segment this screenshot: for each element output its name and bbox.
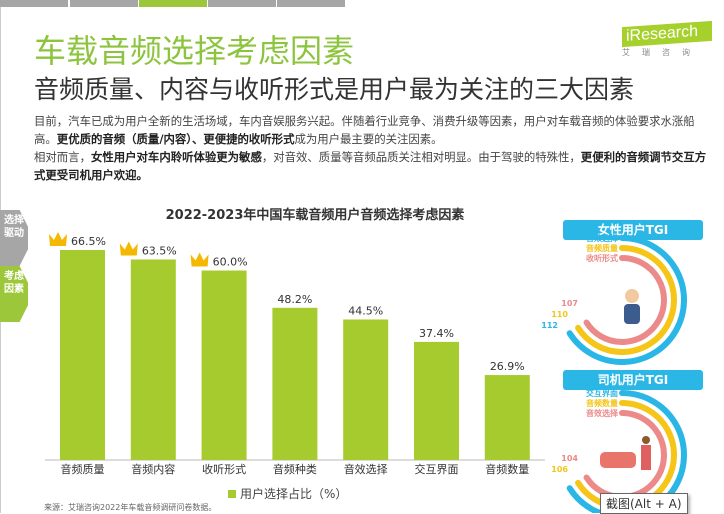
page-title: 车载音频选择考虑因素	[34, 32, 355, 70]
driver-body	[641, 445, 651, 470]
tgi-value: 107	[561, 299, 578, 308]
bar	[272, 307, 318, 460]
category-label: 交互界面	[415, 462, 459, 476]
chart-legend: 用户选择占比（%）	[228, 485, 347, 502]
category-label: 音效选择	[344, 462, 388, 476]
car-icon	[600, 452, 636, 468]
tgi-label: 音频数量	[586, 398, 618, 408]
category-label: 音频种类	[273, 462, 317, 476]
bar	[484, 375, 530, 460]
data-label: 48.2%	[277, 293, 312, 306]
nav-tab-1[interactable]	[0, 0, 68, 7]
driver-icon	[642, 436, 650, 444]
tgi-value: 110	[551, 310, 568, 319]
legend-swatch	[228, 490, 236, 498]
tgi-label: 音频质量	[586, 243, 618, 253]
screenshot-tooltip: 截图(Alt + A)	[600, 493, 688, 514]
category-label: 收听形式	[202, 462, 246, 476]
data-label: 44.5%	[348, 304, 383, 317]
nav-tab-4[interactable]	[208, 0, 276, 7]
data-label: 63.5%	[142, 244, 177, 257]
description: 目前，汽车已成为用户全新的生活场域，车内音娱服务兴起。伴随着行业竞争、消费升级等…	[34, 114, 707, 182]
female-tgi-header: 女性用户TGI	[563, 220, 703, 240]
crown-icon	[190, 252, 209, 267]
nav-tab-3[interactable]	[139, 0, 207, 7]
bar	[201, 270, 247, 460]
tgi-value: 106	[551, 465, 568, 474]
tgi-label: 音效选择	[586, 408, 619, 418]
tgi-ring	[566, 235, 687, 365]
data-label: 37.4%	[419, 327, 454, 340]
category-label: 音频数量	[485, 462, 529, 476]
woman-body	[624, 304, 640, 324]
source-note: 来源：艾瑞咨询2022年车载音频调研问卷数据。	[44, 503, 217, 512]
nav-tab-2[interactable]	[70, 0, 138, 7]
category-label: 音频内容	[131, 462, 175, 476]
data-label: 26.9%	[490, 360, 525, 373]
tgi-value: 104	[561, 454, 578, 463]
tgi-ring	[575, 245, 677, 355]
side-tab-choice-drivers[interactable]: 选择驱动	[0, 210, 28, 266]
crown-icon	[49, 232, 67, 246]
tgi-value: 112	[541, 321, 558, 330]
woman-icon	[625, 289, 639, 303]
tgi-ring	[583, 255, 667, 345]
tgi-label: 音效选择	[586, 233, 619, 243]
driver-tgi-header: 司机用户TGI	[563, 370, 703, 390]
iresearch-logo: iResearch 艾瑞咨询	[622, 20, 712, 58]
tgi-label: 交互界面	[586, 388, 618, 398]
side-tab-factors[interactable]: 考虑因素	[0, 266, 28, 322]
bar	[343, 319, 389, 460]
page-subtitle: 音频质量、内容与收听形式是用户最为关注的三大因素	[34, 75, 635, 104]
tgi-label: 收听形式	[586, 253, 618, 263]
data-label: 66.5%	[71, 235, 106, 248]
data-label: 60.0%	[213, 256, 248, 269]
nav-tab-5[interactable]	[277, 0, 345, 7]
bar	[130, 259, 176, 460]
crown-icon	[119, 241, 138, 256]
chart-title: 2022-2023年中国车载音频用户音频选择考虑因素	[165, 208, 465, 223]
bar	[414, 341, 459, 460]
bar	[60, 250, 105, 460]
category-label: 音频质量	[61, 462, 105, 476]
